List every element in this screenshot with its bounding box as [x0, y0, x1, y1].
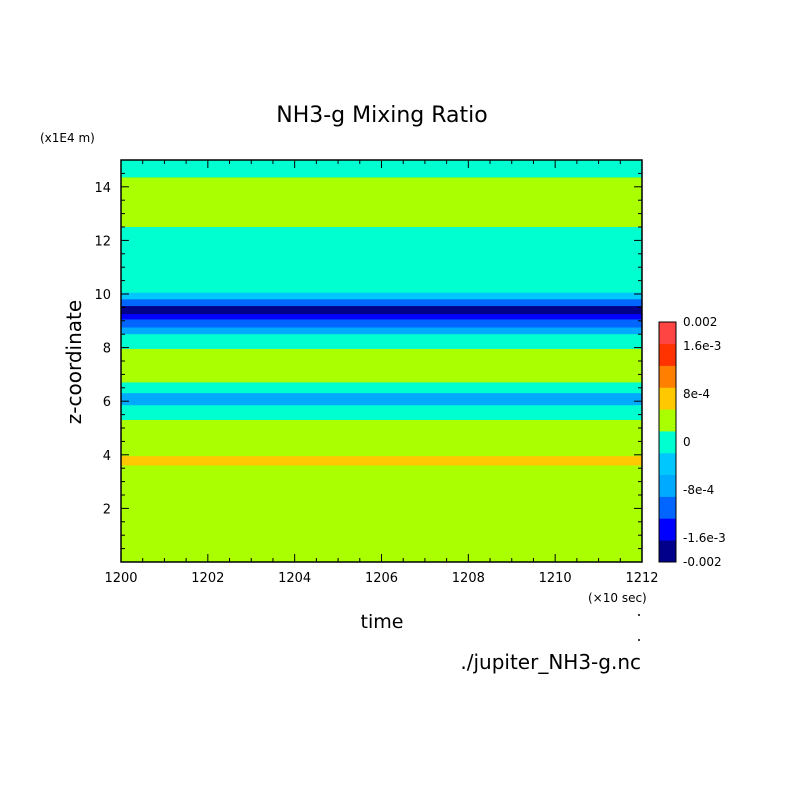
- y-tick-label: 12: [94, 234, 111, 249]
- chart-title: NH3-g Mixing Ratio: [276, 103, 488, 128]
- x-tick-label: 1206: [365, 571, 398, 586]
- colorbar-swatch: [659, 452, 676, 476]
- colorbar-swatch: [659, 518, 676, 541]
- y-tick-label: 2: [103, 502, 111, 517]
- colorbar-swatch: [659, 343, 676, 366]
- x-axis-label: time: [361, 611, 404, 633]
- heatmap-band: [121, 177, 642, 228]
- heatmap-band: [121, 419, 642, 457]
- colorbar-label: 1.6e-3: [683, 339, 721, 353]
- marker-dot: [638, 614, 640, 616]
- x-tick-label: 1202: [191, 571, 224, 586]
- colorbar-swatch: [659, 322, 676, 345]
- colorbar-swatch: [659, 409, 676, 432]
- colorbar-swatch: [659, 474, 676, 497]
- x-unit-label: (×10 sec): [588, 591, 647, 605]
- y-tick-label: 10: [94, 288, 111, 303]
- x-tick-label: 1212: [625, 571, 658, 586]
- marker-dot: [638, 639, 640, 641]
- colorbar: 0.002 1.6e-3 8e-4 0 -8e-4 -1.6e-3 -0.002: [658, 315, 726, 569]
- y-tick-label: 14: [94, 181, 111, 196]
- y-axis-label: z-coordinate: [62, 300, 86, 424]
- x-tick-label: 1204: [278, 571, 311, 586]
- heatmap-band: [121, 292, 642, 300]
- heatmap-bands: [121, 160, 642, 563]
- heatmap-band: [121, 393, 642, 406]
- heatmap-band: [121, 327, 642, 335]
- colorbar-swatch: [659, 365, 676, 388]
- colorbar-label: 0.002: [683, 315, 717, 329]
- heatmap-band: [121, 160, 642, 178]
- source-file-label: ./jupiter_NH3-g.nc: [460, 650, 641, 674]
- colorbar-frame: [658, 321, 677, 563]
- y-tick-label: 8: [103, 342, 111, 357]
- heatmap-band: [121, 405, 642, 421]
- x-tick-label: 1200: [104, 571, 137, 586]
- colorbar-label: -1.6e-3: [683, 531, 726, 545]
- axes: 1200 1202 1204 1206 1208 1210 1212 2 4 6 8 10 12 14: [94, 159, 659, 586]
- heatmap-band: [121, 334, 642, 350]
- colorbar-swatch: [659, 431, 676, 454]
- colorbar-label: -0.002: [683, 555, 722, 569]
- heatmap-band: [121, 319, 642, 328]
- heatmap-band: [121, 314, 642, 320]
- colorbar-label: -8e-4: [683, 483, 714, 497]
- colorbar-swatch: [659, 540, 676, 563]
- heatmap-band: [121, 227, 642, 294]
- y-tick-label: 6: [103, 395, 111, 410]
- colorbar-swatch: [659, 496, 676, 519]
- x-tick-label: 1208: [452, 571, 485, 586]
- heatmap-band: [121, 348, 642, 383]
- colorbar-label: 0: [683, 435, 691, 449]
- heatmap-band: [121, 306, 642, 315]
- colorbar-swatch: [659, 387, 676, 410]
- y-tick-label: 4: [103, 449, 111, 464]
- y-unit-label: (x1E4 m): [40, 131, 95, 145]
- heatmap-band: [121, 382, 642, 394]
- x-tick-label: 1210: [539, 571, 572, 586]
- heatmap-band: [121, 299, 642, 307]
- heatmap-band: [121, 465, 642, 563]
- heatmap-band: [121, 456, 642, 467]
- colorbar-label: 8e-4: [683, 387, 710, 401]
